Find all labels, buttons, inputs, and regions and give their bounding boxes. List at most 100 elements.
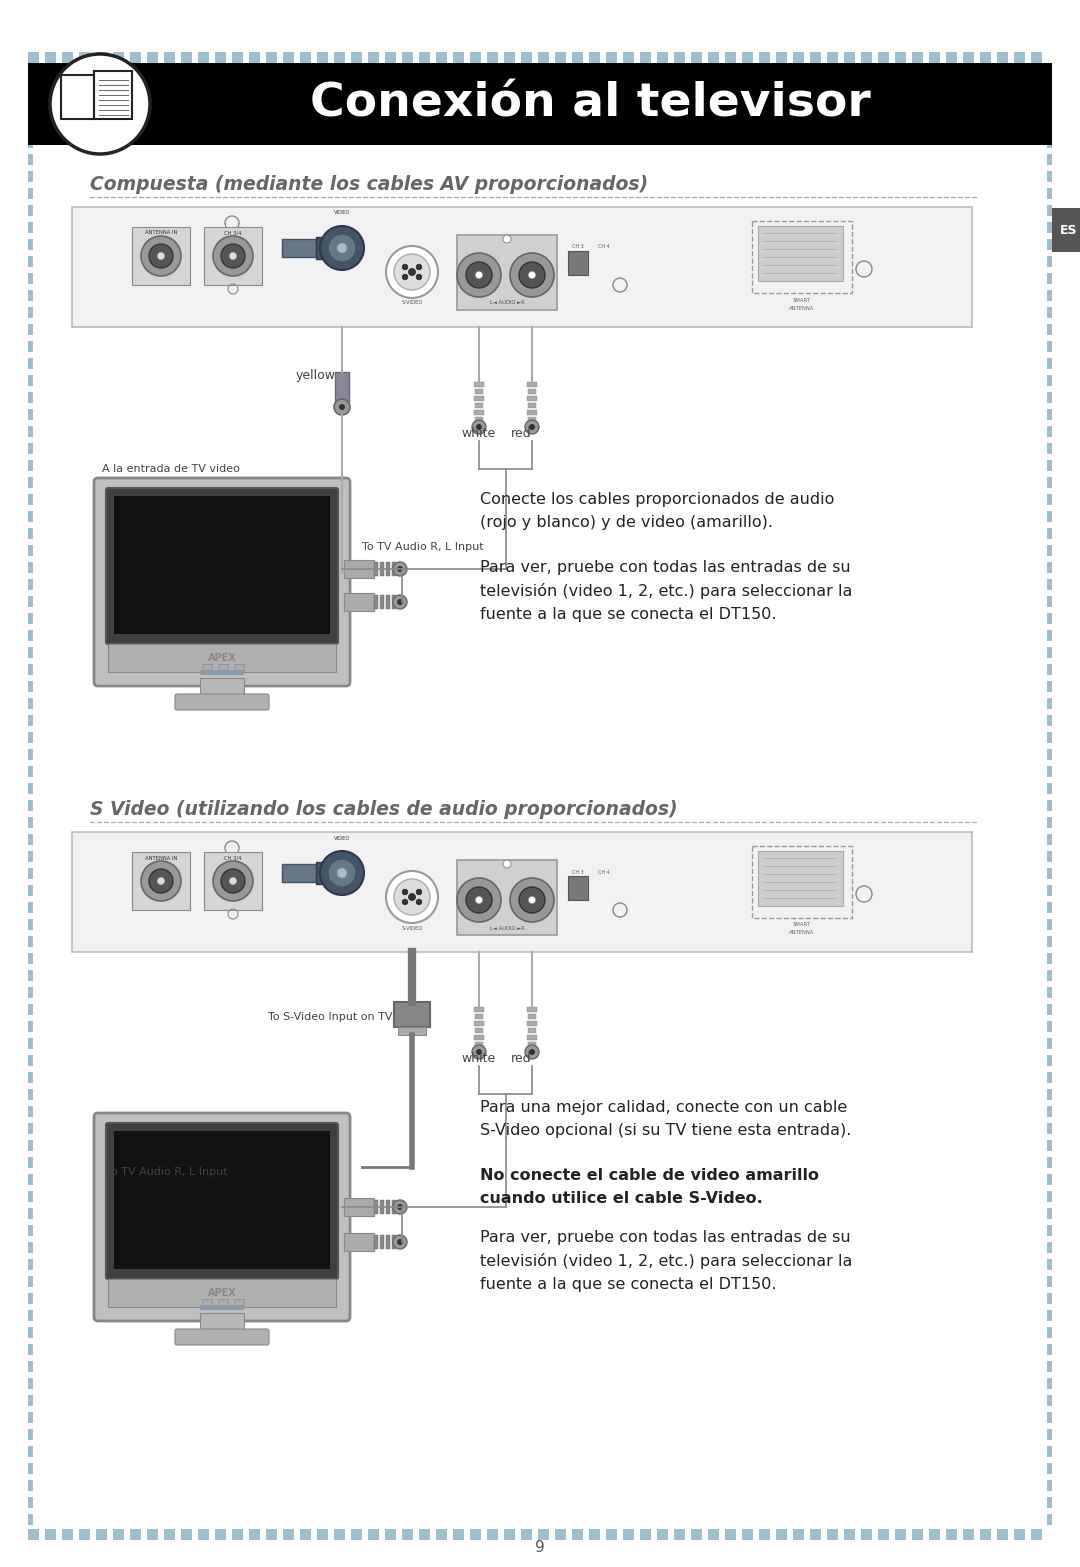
Bar [1047, 1412, 1052, 1423]
Bar [1047, 342, 1052, 353]
Bar [335, 371, 349, 403]
Bar [28, 885, 33, 896]
Bar [392, 1200, 396, 1214]
Bar [759, 52, 770, 63]
Bar [345, 592, 374, 611]
Bar [589, 52, 600, 63]
Circle shape [529, 425, 535, 429]
Bar [28, 715, 33, 726]
Text: Para ver, pruebe con todas las entradas de su
televisión (video 1, 2, etc.) para: Para ver, pruebe con todas las entradas … [480, 1230, 852, 1293]
Bar [249, 52, 260, 63]
Bar [72, 832, 972, 953]
Bar [114, 497, 330, 635]
Bar [402, 1529, 413, 1540]
Bar [1047, 1124, 1052, 1135]
Circle shape [402, 899, 408, 904]
Bar [28, 52, 39, 63]
Circle shape [529, 1050, 535, 1055]
Bar [1047, 528, 1052, 539]
Bar [1047, 1377, 1052, 1388]
Bar [28, 1022, 33, 1033]
Bar [1047, 885, 1052, 896]
Circle shape [408, 268, 416, 276]
Bar [1047, 1429, 1052, 1440]
Bar [130, 52, 141, 63]
Bar [1047, 918, 1052, 929]
Bar [1047, 1446, 1052, 1457]
Bar [1047, 205, 1052, 216]
Bar [28, 1089, 33, 1100]
Bar [912, 1529, 923, 1540]
Circle shape [519, 887, 545, 914]
Bar [1047, 1037, 1052, 1048]
Bar [474, 1008, 484, 1012]
Circle shape [337, 868, 347, 878]
Bar [232, 1529, 243, 1540]
Text: CH 4: CH 4 [598, 870, 610, 874]
Bar [345, 1233, 374, 1250]
Bar [200, 679, 244, 696]
Text: ANTENNA IN: ANTENNA IN [145, 856, 177, 860]
Text: ANTENNA IN: ANTENNA IN [145, 230, 177, 235]
Bar [28, 1310, 33, 1321]
Bar [28, 273, 33, 284]
Bar [204, 227, 262, 285]
Bar [1047, 545, 1052, 556]
Bar [28, 545, 33, 556]
Circle shape [503, 860, 511, 868]
Bar [946, 1529, 957, 1540]
Bar [1047, 1004, 1052, 1015]
Bar [419, 1529, 430, 1540]
Circle shape [213, 860, 253, 901]
Circle shape [528, 271, 536, 279]
Circle shape [339, 404, 345, 409]
Bar [742, 52, 753, 63]
Bar [758, 226, 843, 280]
Bar [28, 324, 33, 335]
Bar [28, 1344, 33, 1355]
Bar [316, 862, 338, 884]
Bar [827, 52, 838, 63]
Bar [1047, 1479, 1052, 1490]
Circle shape [416, 899, 422, 904]
Bar [640, 1529, 651, 1540]
Bar [1047, 69, 1052, 80]
Bar [1014, 1529, 1025, 1540]
Bar [528, 417, 536, 422]
Text: CH 3: CH 3 [572, 870, 584, 874]
Bar [28, 1156, 33, 1167]
FancyBboxPatch shape [94, 1113, 350, 1321]
Bar [28, 1174, 33, 1185]
Bar [1047, 630, 1052, 641]
Bar [1047, 511, 1052, 522]
Bar [386, 563, 390, 577]
Bar [1047, 1344, 1052, 1355]
Bar [1047, 255, 1052, 266]
Bar [878, 1529, 889, 1540]
Bar [28, 240, 33, 251]
Bar [386, 1235, 390, 1249]
Bar [28, 1496, 33, 1507]
Bar [528, 403, 536, 407]
Bar [28, 834, 33, 845]
Bar [232, 52, 243, 63]
Bar [28, 461, 33, 472]
Circle shape [221, 244, 245, 268]
Bar [28, 342, 33, 353]
Bar [164, 1529, 175, 1540]
Bar [28, 868, 33, 879]
Bar [1047, 1258, 1052, 1269]
Bar [399, 1026, 426, 1034]
Bar [28, 1191, 33, 1202]
Text: SMART: SMART [793, 298, 811, 302]
Bar [572, 1529, 583, 1540]
Bar [28, 290, 33, 301]
Text: Para ver, pruebe con todas las entradas de su
televisión (video 1, 2, etc.) para: Para ver, pruebe con todas las entradas … [480, 559, 852, 622]
Bar [1031, 1529, 1042, 1540]
Bar [218, 664, 228, 671]
Bar [1047, 987, 1052, 998]
FancyBboxPatch shape [106, 487, 338, 644]
Bar [470, 52, 481, 63]
Bar [521, 1529, 532, 1540]
Bar [1047, 121, 1052, 132]
